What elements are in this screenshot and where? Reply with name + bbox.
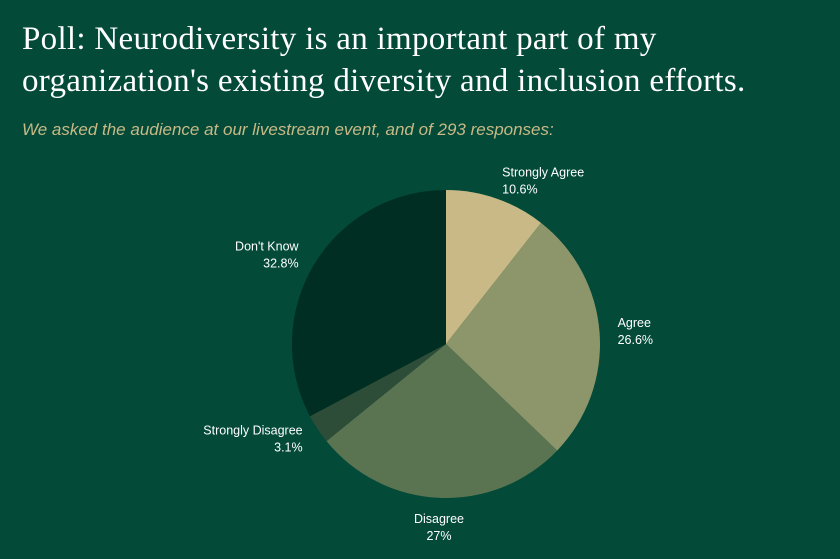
slice-value-label: 27% [426, 529, 451, 543]
slice-label: Don't Know [235, 240, 300, 254]
slice-value-label: 26.6% [618, 333, 653, 347]
slice-label: Agree [618, 316, 651, 330]
slice-value-label: 3.1% [274, 440, 303, 454]
pie-slice [309, 344, 446, 442]
pie-slice [446, 222, 600, 451]
slice-value-label: 10.6% [502, 183, 537, 197]
pie-slice [292, 190, 446, 417]
pie-slice [446, 190, 542, 344]
slice-value-label: 32.8% [263, 257, 298, 271]
chart-title: Poll: Neurodiversity is an important par… [22, 21, 746, 99]
slice-label: Disagree [414, 512, 464, 526]
slice-label: Strongly Disagree [203, 423, 302, 437]
pie-slice [326, 344, 558, 498]
slice-label: Strongly Agree [502, 166, 584, 180]
chart-subtitle: We asked the audience at our livestream … [22, 120, 554, 139]
